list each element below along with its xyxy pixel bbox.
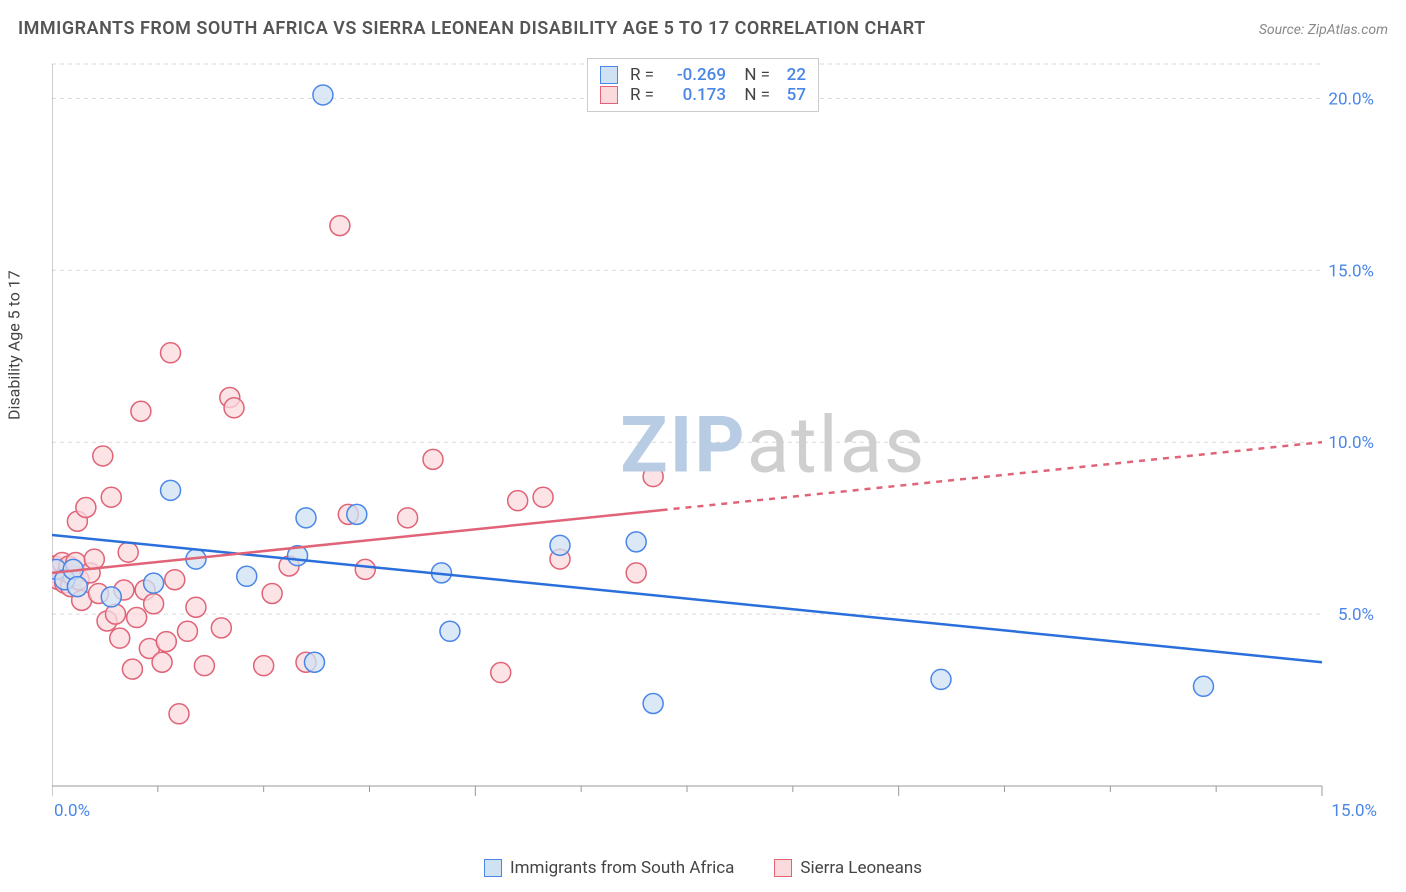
- bottom-legend-item-0: Immigrants from South Africa: [484, 858, 734, 878]
- legend-swatch-0: [600, 66, 618, 84]
- y-axis-label: Disability Age 5 to 17: [5, 270, 24, 420]
- plot-area: 5.0% 10.0% 15.0% 20.0% 0.0% 15.0%: [52, 56, 1382, 826]
- chart-svg: 5.0% 10.0% 15.0% 20.0% 0.0% 15.0%: [52, 56, 1382, 826]
- svg-text:15.0%: 15.0%: [1331, 801, 1377, 821]
- bottom-legend-label-0: Immigrants from South Africa: [510, 858, 734, 878]
- n-value-1: 57: [778, 85, 806, 105]
- bottom-legend-label-1: Sierra Leoneans: [800, 858, 922, 878]
- svg-text:10.0%: 10.0%: [1328, 433, 1374, 453]
- bottom-legend: Immigrants from South Africa Sierra Leon…: [0, 858, 1406, 878]
- svg-text:5.0%: 5.0%: [1338, 605, 1374, 625]
- correlation-legend: R = -0.269 N = 22 R = 0.173 N = 57: [587, 58, 819, 112]
- svg-text:20.0%: 20.0%: [1328, 89, 1374, 109]
- source-attribution: Source: ZipAtlas.com: [1259, 22, 1388, 38]
- r-label: R =: [626, 65, 654, 85]
- bottom-swatch-1: [774, 859, 792, 877]
- r-value-0: -0.269: [662, 65, 726, 85]
- n-label: N =: [734, 85, 770, 105]
- bottom-swatch-0: [484, 859, 502, 877]
- chart-title: IMMIGRANTS FROM SOUTH AFRICA VS SIERRA L…: [18, 18, 926, 39]
- r-value-1: 0.173: [662, 85, 726, 105]
- legend-row-0: R = -0.269 N = 22: [600, 65, 806, 85]
- r-label: R =: [626, 85, 654, 105]
- svg-text:0.0%: 0.0%: [54, 801, 90, 821]
- n-value-0: 22: [778, 65, 806, 85]
- n-label: N =: [734, 65, 770, 85]
- bottom-legend-item-1: Sierra Leoneans: [774, 858, 922, 878]
- legend-row-1: R = 0.173 N = 57: [600, 85, 806, 105]
- svg-text:15.0%: 15.0%: [1328, 261, 1374, 281]
- legend-swatch-1: [600, 86, 618, 104]
- title-bar: IMMIGRANTS FROM SOUTH AFRICA VS SIERRA L…: [18, 18, 1388, 39]
